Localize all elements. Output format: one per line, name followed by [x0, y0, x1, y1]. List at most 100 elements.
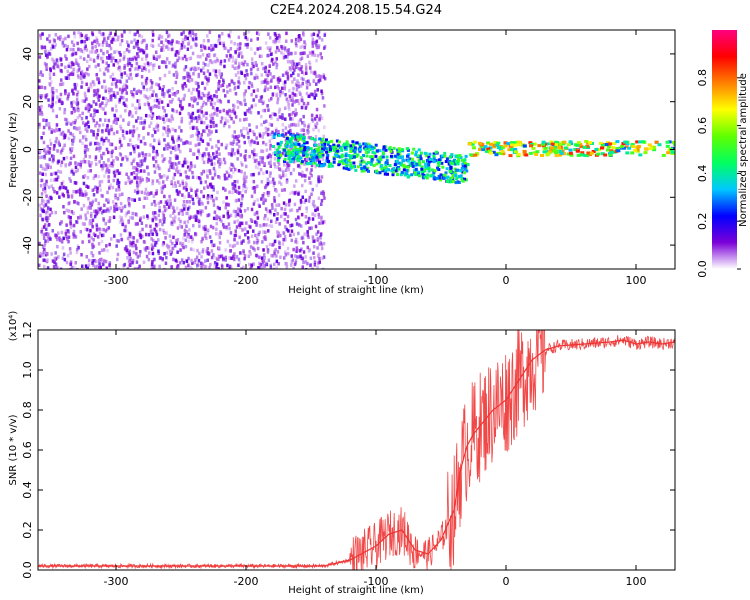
spectrogram-cell — [275, 127, 278, 131]
spectrogram-cell — [94, 92, 97, 96]
spectrogram-cell — [159, 256, 163, 260]
spectrogram-cell — [417, 148, 421, 152]
spectrogram-cell — [284, 126, 288, 130]
spectrogram-cell — [94, 141, 97, 146]
spectrogram-cell — [557, 146, 561, 149]
spectrogram-cell — [223, 59, 227, 63]
spectrogram-cell — [129, 215, 132, 220]
spectrogram-cell — [87, 185, 90, 189]
spectrogram-cell — [44, 53, 48, 57]
spectrogram-cell — [92, 59, 96, 63]
spectrogram-cell — [96, 55, 99, 60]
spectrogram-cell — [218, 215, 221, 220]
spectrogram-cell — [46, 55, 49, 59]
spectrogram-cell — [51, 108, 55, 113]
spectrogram-cell — [218, 165, 221, 169]
spectrogram-cell — [290, 51, 293, 56]
spectrogram-cell — [352, 143, 356, 147]
spectrogram-cell — [153, 138, 156, 143]
spectrogram-cell — [224, 206, 227, 210]
spectrogram-cell — [344, 152, 348, 156]
spectrogram-cell — [128, 234, 131, 239]
spectrogram-cell — [310, 173, 313, 178]
spectrogram-cell — [99, 48, 103, 53]
spectrogram-cell — [269, 160, 272, 164]
spectrogram-cell — [119, 153, 123, 157]
spectrogram-cell — [267, 53, 270, 58]
spectrogram-cell — [255, 236, 259, 241]
spectrogram-cell — [235, 225, 239, 229]
spectrogram-cell — [75, 83, 79, 87]
spectrogram-cell — [575, 149, 580, 153]
spectrogram-cell — [191, 170, 194, 175]
spectrogram-cell — [58, 195, 61, 199]
spectrogram-cell — [38, 85, 41, 90]
spectrogram-cell — [56, 149, 59, 153]
spectrogram-cell — [136, 183, 139, 188]
spectrogram-cell — [89, 201, 92, 206]
spectrogram-cell — [232, 140, 235, 144]
spectrogram-cell — [373, 146, 376, 150]
spectrogram-cell — [193, 164, 197, 169]
spectrogram-cell — [276, 154, 279, 158]
spectrogram-cell — [128, 30, 132, 34]
spectrogram-cell — [253, 76, 256, 81]
spectrogram-cell — [143, 38, 146, 43]
spectrogram-cell — [264, 261, 268, 266]
spectrogram-cell — [131, 197, 134, 202]
spectrogram-cell — [97, 80, 101, 85]
spectrogram-cell — [532, 142, 537, 146]
spectrogram-cell — [301, 236, 305, 241]
spectrogram-cell — [120, 72, 123, 76]
spectrogram-cell — [281, 242, 285, 246]
spectrogram-cell — [236, 105, 240, 110]
spectrogram-cell — [62, 37, 65, 42]
spectrogram-cell — [453, 167, 457, 171]
spectrogram-cell — [563, 146, 568, 150]
spectrogram-cell — [295, 62, 299, 67]
spectrogram-cell — [145, 153, 148, 157]
spectrogram-cell — [284, 54, 287, 59]
spectrogram-cell — [115, 121, 118, 125]
spectrogram-cell — [114, 82, 118, 86]
spectrogram-cell — [309, 70, 313, 74]
spectrogram-cell — [169, 214, 172, 218]
spectrogram-cell — [41, 112, 44, 117]
spectrogram-cell — [271, 112, 274, 116]
spectrogram-cell — [198, 251, 201, 256]
spectrogram-cell — [197, 66, 200, 71]
spectrogram-cell — [232, 165, 235, 169]
spectrogram-cell — [224, 255, 228, 260]
spectrogram-cell — [464, 178, 468, 182]
spectrogram-cell — [63, 110, 66, 115]
spectrogram-cell — [142, 153, 145, 157]
spectrogram-cell — [152, 89, 155, 94]
spectrogram-cell — [153, 264, 156, 268]
spectrogram-cell — [91, 46, 94, 50]
spectrogram-cell — [624, 145, 629, 149]
spectrogram-cell — [186, 165, 190, 169]
spectrogram-cell — [191, 37, 195, 41]
spectrogram-cell — [228, 166, 232, 170]
spectrogram-cell — [441, 165, 445, 169]
spectrogram-cell — [73, 35, 77, 39]
spectrogram-cell — [252, 89, 256, 93]
spectrogram-cell — [75, 101, 78, 105]
spectrogram-cell — [254, 103, 257, 107]
spectrogram-cell — [274, 129, 278, 133]
spectrogram-cell — [242, 62, 245, 67]
spectrogram-cell — [273, 213, 276, 217]
spectrogram-cell — [215, 75, 219, 79]
spectrogram-cell — [598, 141, 603, 145]
spectrogram-cell — [276, 165, 279, 169]
spectrogram-cell — [319, 114, 322, 118]
spectrogram-cell — [201, 103, 205, 107]
spectrogram-cell — [194, 232, 197, 236]
spectrogram-cell — [163, 120, 166, 124]
spectrogram-cell — [218, 79, 221, 84]
spectrogram-cell — [320, 149, 324, 153]
spectrogram-cell — [308, 199, 311, 203]
spectrogram-cell — [537, 144, 542, 148]
spectrogram-cell — [63, 135, 67, 139]
spectrogram-cell — [206, 93, 209, 98]
